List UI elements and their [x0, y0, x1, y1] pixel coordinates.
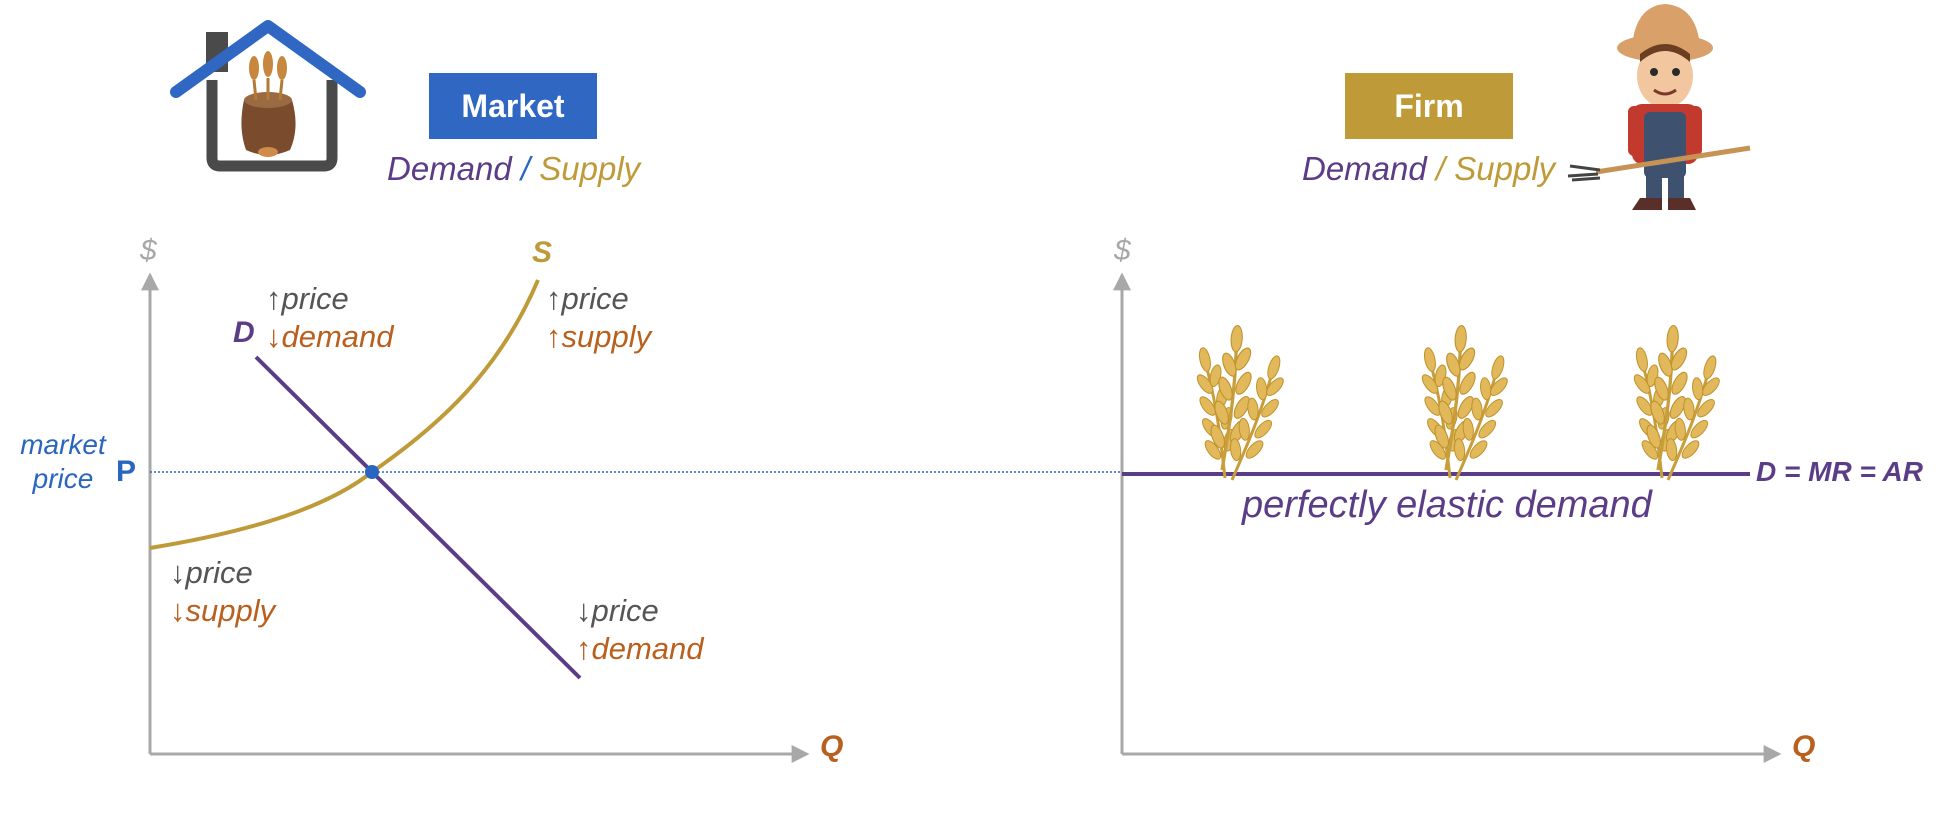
firm-x-axis-label: Q — [1792, 730, 1816, 763]
market-title: Market — [461, 88, 565, 124]
market-subtitle: Demand / Supply — [387, 150, 640, 188]
market-x-axis-label: Q — [820, 730, 844, 763]
note-demand-high-price: ↑price ↓demand — [266, 281, 394, 354]
house-grain-sack-icon — [170, 20, 366, 172]
note-supply-low-price: ↓price ↓supply — [170, 555, 276, 628]
firm-axes — [1113, 272, 1782, 763]
firm-sub-demand: Demand — [1302, 150, 1427, 187]
market-axes — [141, 272, 810, 763]
wheat-icon — [1406, 322, 1521, 489]
firm-sub-supply: Supply — [1454, 150, 1556, 187]
firm-curve-caption: perfectly elastic demand — [1242, 484, 1652, 526]
market-y-axis-label: $ — [140, 234, 157, 267]
farmer-with-pitchfork-icon — [1567, 4, 1751, 210]
firm-sub-sep: / — [1435, 150, 1446, 187]
market-sub-supply: Supply — [539, 150, 641, 187]
wheat-icon — [1181, 322, 1297, 489]
firm-curve-label: D = MR = AR — [1756, 456, 1923, 487]
supply-curve-label: S — [532, 236, 553, 269]
market-sub-sep: / — [520, 150, 531, 187]
note-demand-low-price: ↓price ↑demand — [576, 593, 704, 666]
price-axis-label: P — [116, 455, 137, 488]
demand-curve — [254, 355, 582, 680]
demand-curve-label: D — [233, 316, 255, 349]
firm-title-box: Firm — [1345, 73, 1513, 139]
equilibrium-point — [365, 465, 379, 479]
market-sub-demand: Demand — [387, 150, 512, 187]
market-price-label: market price — [10, 428, 116, 496]
firm-subtitle: Demand / Supply — [1302, 150, 1555, 188]
note-supply-high-price: ↑price ↑supply — [546, 281, 652, 354]
market-title-box: Market — [429, 73, 597, 139]
market-price-line1: market — [20, 429, 106, 460]
firm-title: Firm — [1394, 88, 1464, 124]
wheat-icon — [1618, 322, 1733, 489]
market-price-line2: price — [32, 463, 94, 494]
firm-y-axis-label: $ — [1114, 234, 1131, 267]
